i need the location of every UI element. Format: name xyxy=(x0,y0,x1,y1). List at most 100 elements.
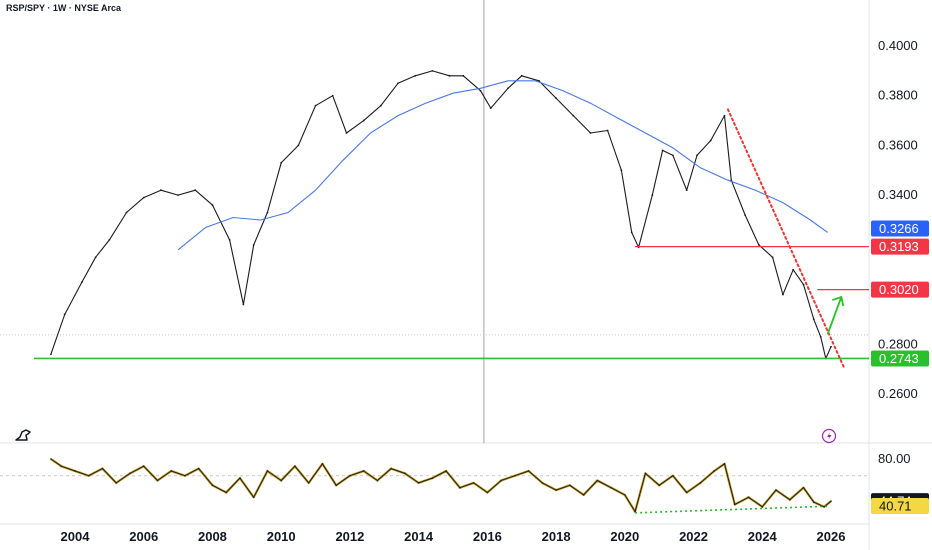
rsi-point xyxy=(723,462,726,465)
rsi-point xyxy=(802,486,805,489)
time-axis: 2004 2006 2008 2010 2012 2014 2016 2018 2020 2022… xyxy=(61,529,846,544)
rsi-point xyxy=(184,474,186,477)
rsi-point xyxy=(390,467,392,470)
rsi-point xyxy=(514,474,516,477)
price-point xyxy=(331,94,334,97)
price-point xyxy=(142,196,145,199)
rsi-point xyxy=(74,470,76,472)
price-point xyxy=(379,104,382,107)
price-tick-label: 0.3600 xyxy=(878,137,918,152)
price-point xyxy=(414,74,417,77)
rsi-point xyxy=(813,501,815,503)
rsi-point xyxy=(685,491,688,494)
year-tick-label: 2016 xyxy=(473,529,502,544)
projection-arrow[interactable] xyxy=(826,296,843,335)
price-point xyxy=(572,114,575,117)
price-point xyxy=(266,211,269,214)
rsi-tick-label: 80.00 xyxy=(878,451,911,466)
rsi-point xyxy=(197,467,200,470)
year-tick-label: 2018 xyxy=(542,529,571,544)
rsi-point xyxy=(294,465,296,467)
price-point xyxy=(228,238,231,241)
price-point xyxy=(819,335,822,338)
rsi-point xyxy=(170,470,173,472)
rsi-point xyxy=(349,474,351,477)
rsi-divergence-trendline[interactable] xyxy=(635,505,828,514)
price-point xyxy=(520,74,523,77)
rsi-point xyxy=(747,496,750,499)
price-point xyxy=(431,69,434,72)
projection-arrow-head xyxy=(832,295,845,307)
price-point xyxy=(672,154,674,157)
year-tick-label: 2022 xyxy=(679,529,708,544)
rsi-point xyxy=(500,479,502,482)
rsi-point xyxy=(624,494,626,496)
price-point xyxy=(661,149,664,152)
resistance-2-tag xyxy=(871,281,929,298)
rsi-line[interactable] xyxy=(50,458,832,513)
rsi-pane[interactable] xyxy=(0,458,869,514)
rsi-point xyxy=(321,462,324,465)
rsi-point xyxy=(115,482,118,484)
lightning-icon[interactable] xyxy=(821,428,837,444)
year-tick-label: 2012 xyxy=(335,529,364,544)
year-tick-label: 2006 xyxy=(129,529,158,544)
price-point xyxy=(620,169,623,172)
price-point xyxy=(606,129,609,132)
price-point xyxy=(345,132,348,134)
price-point xyxy=(489,107,492,110)
rsi-point xyxy=(266,470,269,472)
symbol-title: RSP/SPY · 1W · NYSE Arca xyxy=(6,3,122,13)
main-price-pane[interactable] xyxy=(0,0,869,443)
price-point xyxy=(280,161,283,164)
price-tick-label: 0.3400 xyxy=(878,187,918,202)
price-point xyxy=(830,345,832,348)
price-point xyxy=(685,189,688,192)
price-point xyxy=(160,189,162,192)
year-tick-label: 2014 xyxy=(404,529,434,544)
rsi-point xyxy=(101,467,104,470)
price-point xyxy=(50,353,52,356)
rsi-point xyxy=(87,474,90,477)
price-point xyxy=(177,194,179,197)
rsi-point xyxy=(775,489,777,491)
rsi-point xyxy=(713,470,715,472)
rsi-point xyxy=(307,482,310,484)
year-tick-label: 2008 xyxy=(198,529,227,544)
rsi-point xyxy=(211,484,214,487)
price-tick-label: 0.2800 xyxy=(878,336,918,351)
rsi-avg-last-tag xyxy=(871,498,929,514)
rsi-point xyxy=(50,458,52,460)
price-point xyxy=(555,97,557,100)
price-point xyxy=(252,243,255,246)
rsi-point xyxy=(362,470,365,472)
rsi-point xyxy=(431,477,434,479)
price-point xyxy=(630,231,633,234)
price-axis: 0.4000 0.3800 0.3600 0.3400 0.2800 0.2600 0.32… xyxy=(871,38,929,514)
rsi-point xyxy=(445,470,447,472)
price-point xyxy=(94,256,97,259)
rsi-point xyxy=(644,472,647,475)
rsi-point xyxy=(761,506,764,508)
rsi-point xyxy=(417,482,420,484)
price-point xyxy=(63,313,66,316)
rsi-point xyxy=(569,484,571,487)
price-point xyxy=(242,303,245,306)
rsi-point xyxy=(658,484,660,487)
tradingview-dino-icon xyxy=(15,429,31,441)
rsi-point xyxy=(376,479,379,482)
support-tag-label: 0.2743 xyxy=(879,351,919,366)
year-tick-label: 2020 xyxy=(610,529,639,544)
price-point xyxy=(771,256,774,259)
rsi-avg-last-tag-label: 40.71 xyxy=(879,499,912,514)
rsi-point xyxy=(129,472,131,475)
price-tick-label: 0.2600 xyxy=(878,386,918,401)
price-series-line[interactable] xyxy=(50,70,832,360)
descending-trendline[interactable] xyxy=(726,108,846,371)
moving-average-line[interactable] xyxy=(177,80,828,251)
price-point xyxy=(297,144,300,147)
rsi-point xyxy=(596,479,599,482)
rsi-point xyxy=(733,503,736,506)
rsi-point xyxy=(582,494,585,496)
